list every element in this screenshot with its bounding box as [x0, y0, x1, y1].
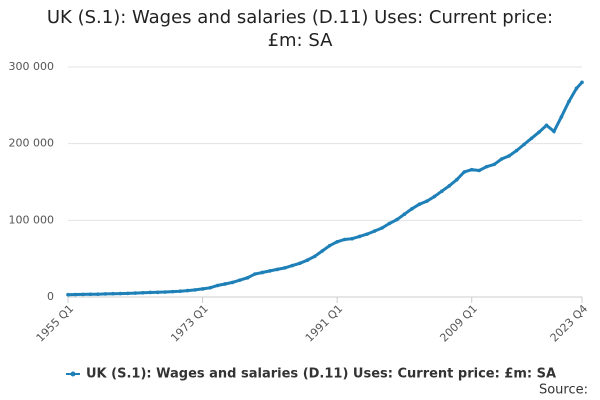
data-point	[425, 199, 429, 203]
data-point	[387, 221, 392, 226]
data-point	[185, 288, 190, 293]
data-point	[440, 189, 444, 193]
data-point	[522, 142, 526, 147]
data-point	[469, 167, 474, 172]
y-tick-label: 200 000	[9, 137, 55, 150]
data-point	[178, 289, 182, 293]
data-point	[230, 280, 235, 285]
chart-title: UK (S.1): Wages and salaries (D.11) Uses…	[46, 7, 554, 51]
data-point	[580, 80, 584, 85]
x-tick-label: 1973 Q1	[168, 302, 211, 345]
data-point	[88, 292, 93, 297]
data-point	[245, 276, 250, 280]
data-point	[133, 291, 138, 295]
data-point	[574, 86, 579, 91]
data-point	[223, 282, 227, 286]
data-point	[395, 217, 399, 222]
data-point	[268, 269, 272, 273]
data-point	[312, 254, 317, 259]
data-point	[365, 232, 369, 236]
data-point	[305, 258, 310, 263]
data-point	[260, 270, 265, 275]
y-tick-label: 300 000	[9, 60, 55, 73]
data-point	[290, 263, 295, 268]
x-tick-label: 2023 Q4	[548, 302, 591, 345]
data-point	[118, 291, 123, 296]
data-point	[163, 290, 167, 294]
data-point	[73, 292, 78, 297]
source: Source:	[539, 383, 588, 398]
data-point	[537, 130, 541, 134]
data-point	[253, 272, 257, 276]
data-point	[342, 237, 347, 242]
data-point	[372, 229, 377, 233]
x-tick-label: 1955 Q1	[34, 302, 77, 345]
data-point	[477, 168, 482, 173]
data-point	[350, 236, 354, 241]
data-point	[514, 148, 519, 153]
y-tick-label: 100 000	[9, 213, 55, 226]
data-point	[484, 164, 489, 169]
data-point	[111, 291, 115, 296]
data-point	[559, 115, 564, 119]
data-point	[529, 136, 534, 141]
data-point	[96, 292, 100, 296]
data-point	[81, 292, 85, 297]
data-point	[200, 287, 205, 291]
data-point	[208, 286, 212, 290]
data-point	[140, 290, 145, 295]
data-point	[66, 292, 70, 297]
data-point	[297, 261, 302, 266]
data-point	[507, 154, 511, 158]
data-point	[454, 177, 459, 182]
legend: UK (S.1): Wages and salaries (D.11) Uses…	[66, 367, 556, 382]
data-point	[410, 207, 414, 211]
data-line	[67, 81, 584, 297]
data-point	[155, 290, 160, 295]
data-point	[552, 129, 556, 134]
y-tick-label: 0	[47, 290, 54, 303]
data-point	[283, 266, 287, 270]
data-point	[170, 289, 175, 294]
data-point	[103, 292, 108, 296]
data-point	[126, 291, 130, 296]
data-point	[402, 212, 407, 216]
data-point	[544, 123, 549, 128]
data-point	[447, 184, 452, 188]
data-point	[380, 226, 384, 230]
data-point	[193, 288, 197, 292]
data-point	[238, 278, 242, 282]
data-point	[357, 234, 362, 239]
x-tick-label: 2009 Q1	[437, 302, 480, 345]
data-point	[327, 243, 332, 248]
data-point	[432, 194, 437, 199]
data-point	[567, 99, 571, 104]
x-tick-label: 1991 Q1	[303, 302, 346, 345]
legend-marker	[70, 371, 76, 377]
data-point	[215, 283, 220, 288]
data-point	[492, 162, 496, 167]
data-point	[417, 202, 422, 207]
data-point	[335, 240, 339, 244]
data-point	[275, 267, 280, 272]
legend-label: UK (S.1): Wages and salaries (D.11) Uses…	[86, 367, 556, 382]
data-point	[320, 249, 324, 253]
data-point	[462, 170, 467, 174]
data-point	[499, 157, 504, 161]
data-point	[148, 290, 153, 295]
